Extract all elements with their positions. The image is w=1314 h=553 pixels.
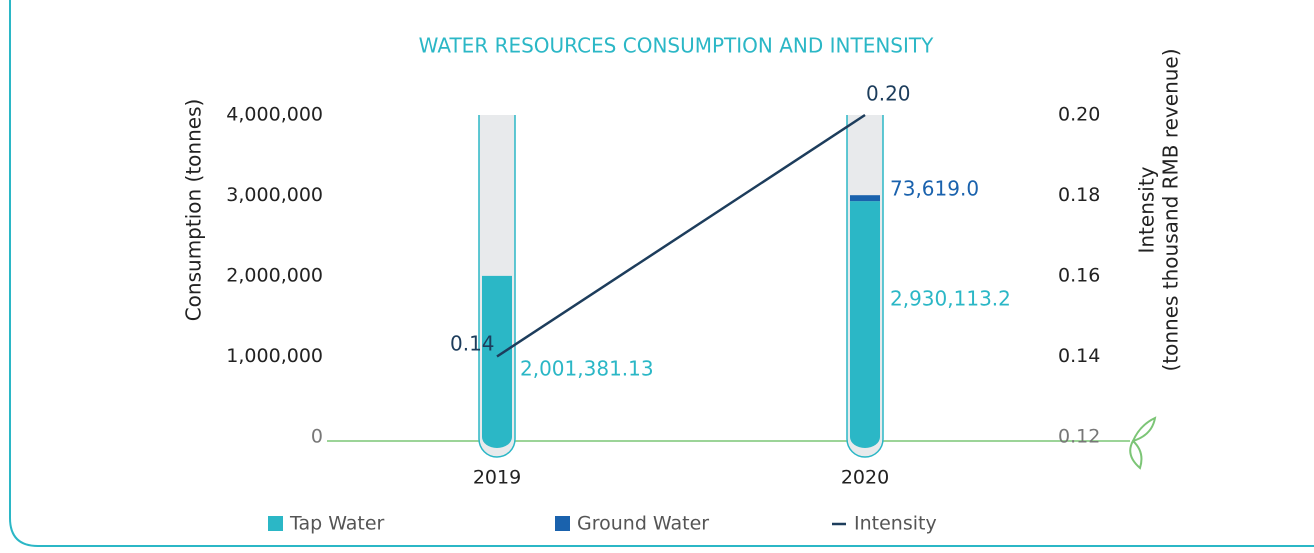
y2-tick-label: 0.20 (1058, 104, 1100, 126)
y-tick-label: 3,000,000 (226, 184, 323, 206)
y-axis-label: Consumption (tonnes) (182, 99, 206, 322)
leaf-icon (1130, 418, 1155, 468)
y2-tick-label: 0.14 (1058, 345, 1100, 367)
x-tick-label: 2020 (841, 467, 889, 489)
bar (850, 201, 880, 437)
y2-axis-label: (tonnes thousand RMB revenue) (1159, 48, 1183, 371)
y-tick-label: 1,000,000 (226, 345, 323, 367)
data-label: 2,930,113.2 (890, 287, 1011, 311)
y-tick-label: 4,000,000 (226, 104, 323, 126)
x-tick-label: 2019 (473, 467, 521, 489)
data-label: 0.14 (450, 332, 495, 356)
y-tick-label: 0 (311, 426, 323, 448)
legend-swatch (268, 516, 283, 531)
data-label: 0.20 (866, 82, 911, 106)
data-label: 73,619.0 (890, 177, 979, 201)
chart-title: WATER RESOURCES CONSUMPTION AND INTENSIT… (419, 34, 934, 58)
bar (850, 195, 880, 201)
y-tick-label: 2,000,000 (226, 265, 323, 287)
y2-tick-label: 0.12 (1058, 426, 1100, 448)
y2-tick-label: 0.16 (1058, 265, 1100, 287)
y2-axis-label: Intensity (1135, 166, 1159, 253)
frame (10, 0, 1314, 546)
intensity-line (497, 115, 865, 357)
y2-tick-label: 0.18 (1058, 184, 1100, 206)
data-label: 2,001,381.13 (520, 357, 654, 381)
legend-label: Ground Water (577, 513, 709, 535)
legend-label: Intensity (854, 513, 937, 535)
chart: WATER RESOURCES CONSUMPTION AND INTENSIT… (0, 0, 1314, 553)
legend-label: Tap Water (289, 513, 385, 535)
legend-swatch (555, 516, 570, 531)
